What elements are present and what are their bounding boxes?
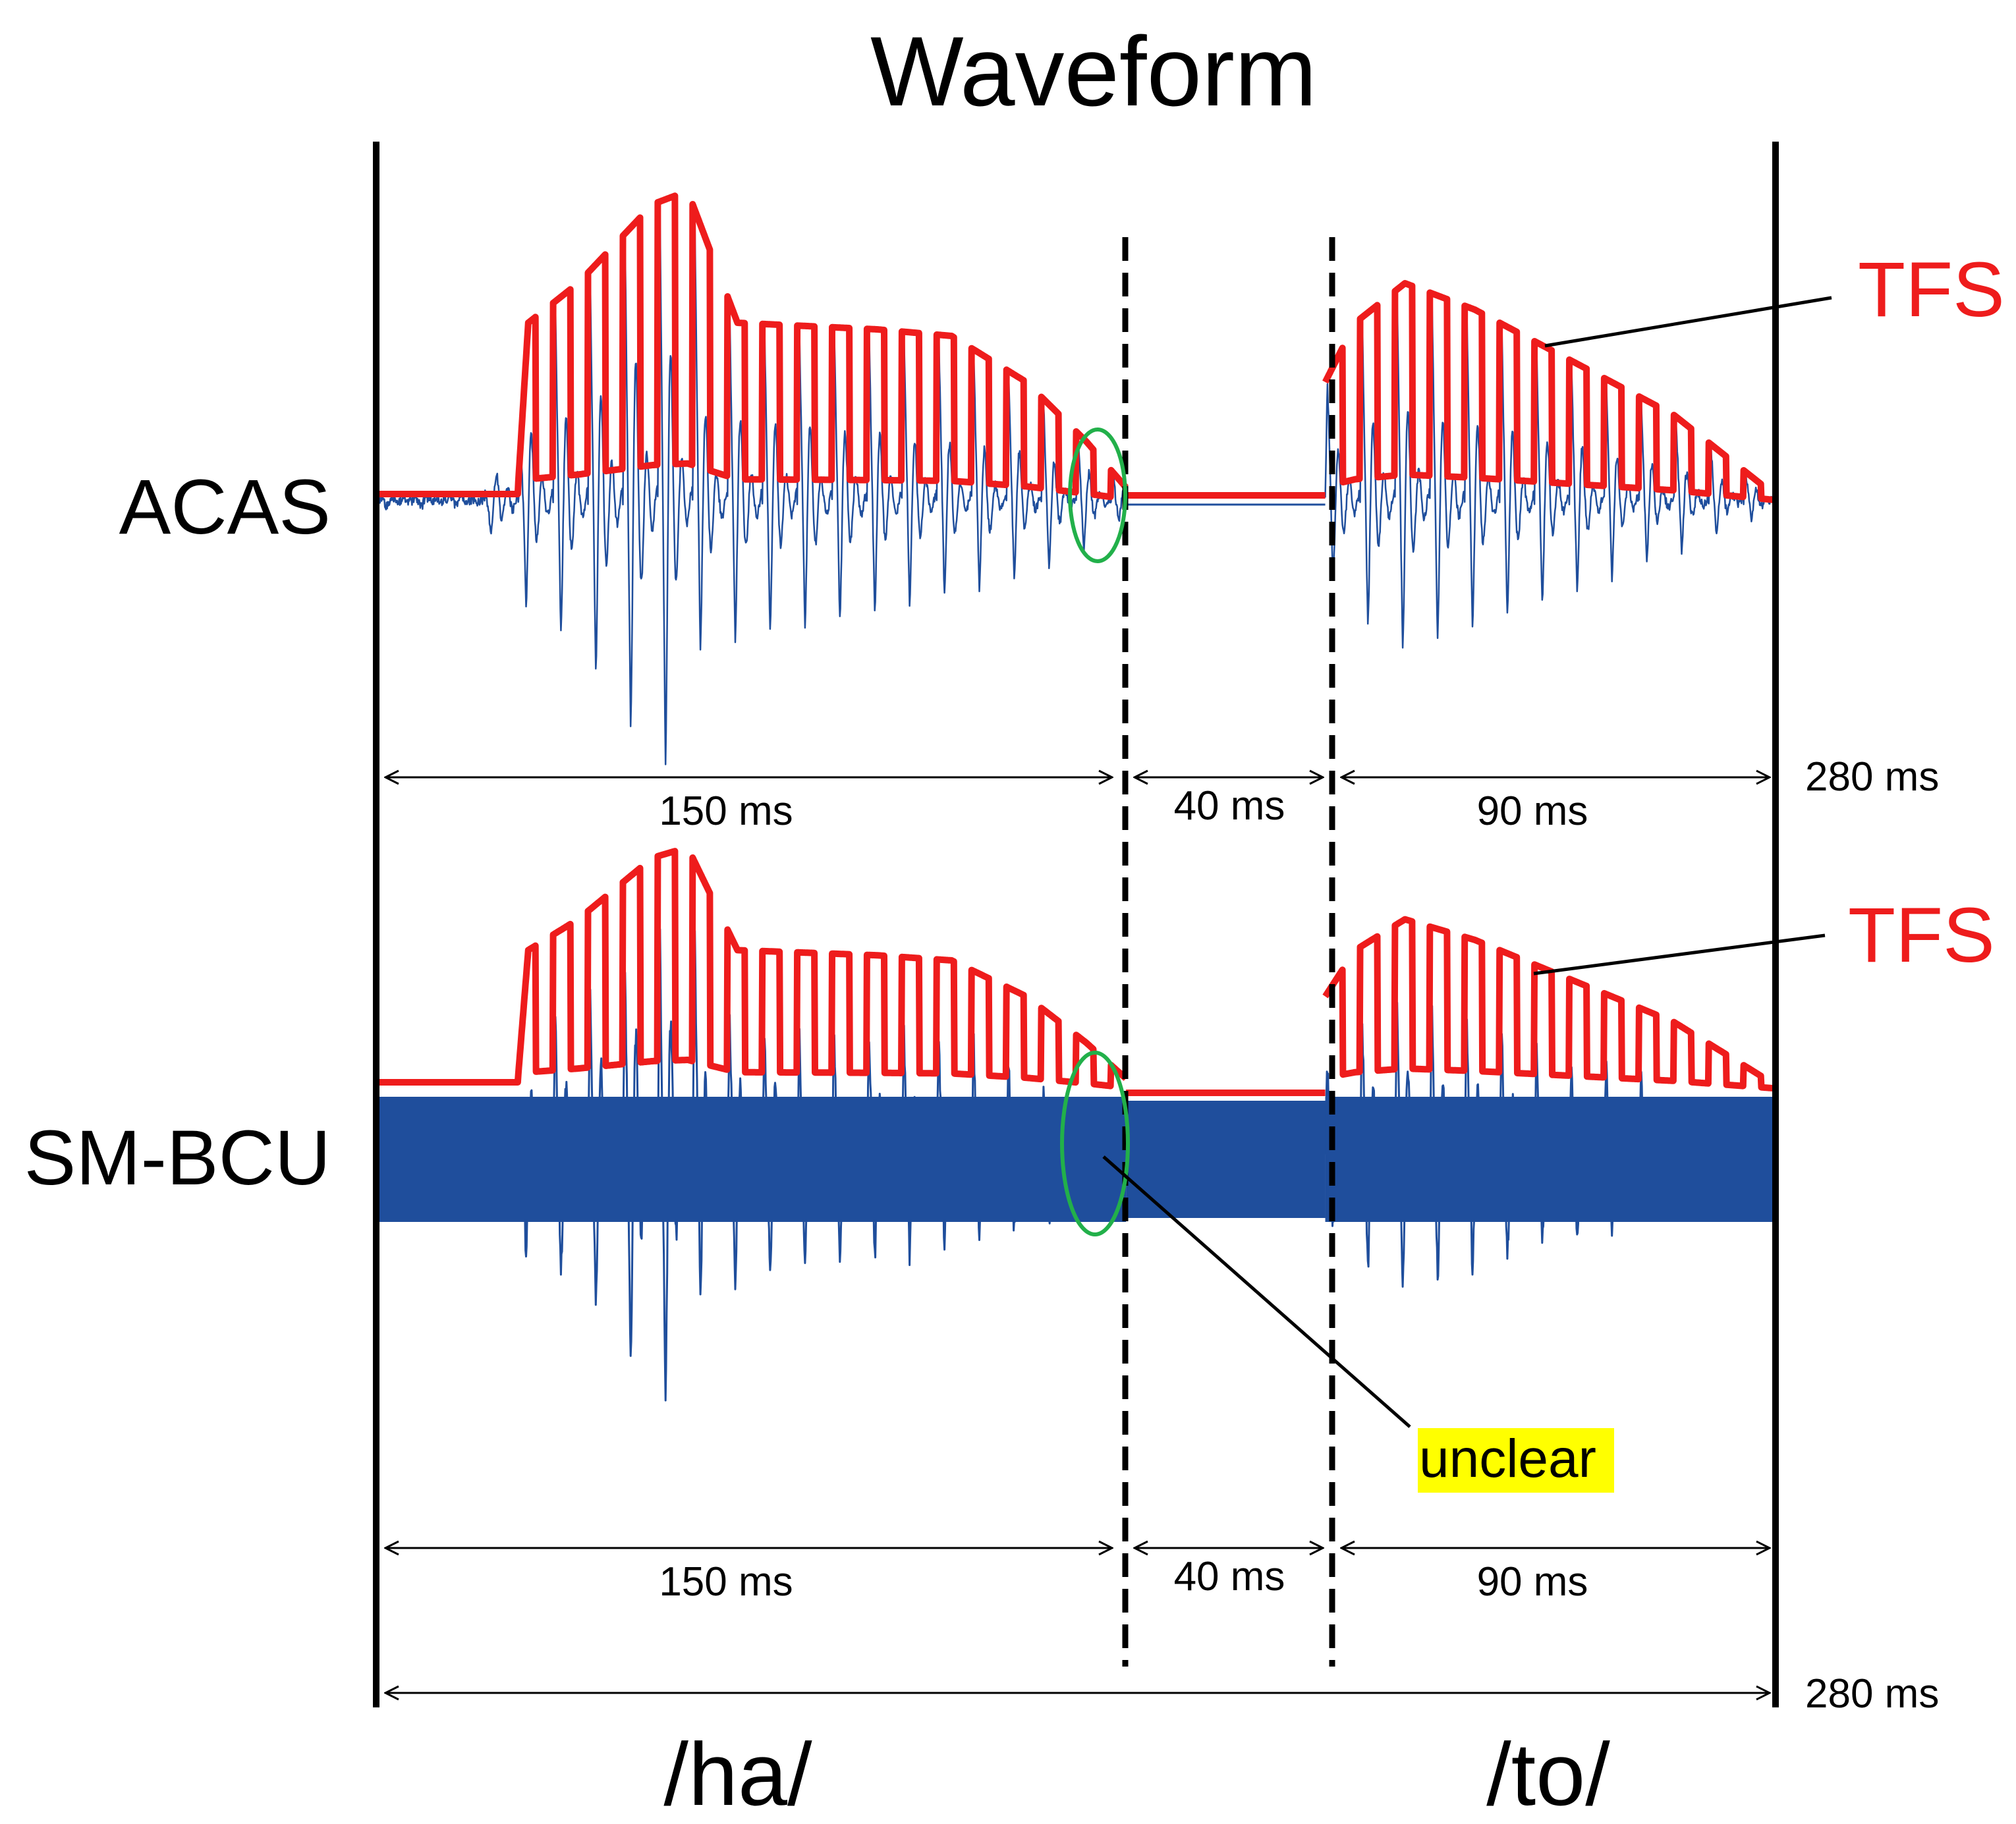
segment-label-90-acas: 90 ms (1477, 788, 1588, 834)
noise-band-ha-smbcu (379, 1097, 1127, 1222)
unclear-annotation: unclear (1419, 1429, 1596, 1489)
tfs-envelope-ha-acas (376, 192, 1129, 501)
tfs-leader-line-acas (1544, 296, 1832, 348)
syllable-label-ha: /ha/ (663, 1725, 812, 1824)
duration-arrows-smbcu: 150 ms 40 ms 90 ms 280 ms (385, 1548, 1939, 1717)
time-frame (373, 142, 1779, 1707)
noise-band-to-smbcu (1325, 1097, 1774, 1222)
segment-label-150-acas: 150 ms (659, 788, 793, 834)
total-label-acas: 280 ms (1805, 754, 1939, 800)
tfs-annotation-smbcu: TFS (1848, 892, 1995, 979)
callouts: TFS TFS unclear (1060, 246, 2005, 1493)
tfs-annotation-acas: TFS (1858, 246, 2005, 333)
tfs-leader-line-smbcu (1533, 933, 1826, 976)
panel-smbcu (376, 848, 1777, 1402)
waveform-trace-ha-acas (378, 214, 1127, 765)
highlight-ellipse-smbcu (1060, 1051, 1130, 1236)
tfs-envelope-to-smbcu (1322, 916, 1777, 1092)
syllable-label-to: /to/ (1486, 1725, 1610, 1824)
unclear-leader-line (1102, 1155, 1411, 1428)
row-label-acas: ACAS (119, 464, 331, 551)
chart-title: Waveform (870, 16, 1317, 126)
total-label-bottom: 280 ms (1805, 1671, 1939, 1717)
row-label-smbcu: SM-BCU (24, 1115, 331, 1202)
highlight-ellipse-acas (1068, 428, 1127, 563)
duration-arrows-acas: 150 ms 40 ms 90 ms 280 ms (385, 754, 1939, 834)
unclear-highlight-box (1418, 1428, 1614, 1493)
tfs-envelope-ha-smbcu (376, 848, 1129, 1090)
noise-band-gap-smbcu (1126, 1101, 1326, 1218)
segment-label-40-acas: 40 ms (1174, 783, 1285, 829)
segment-label-150-smbcu: 150 ms (659, 1559, 793, 1605)
tfs-envelope-to-acas (1322, 280, 1777, 503)
segment-label-90-smbcu: 90 ms (1477, 1559, 1588, 1605)
panel-acas (376, 192, 1777, 765)
segment-label-40-smbcu: 40 ms (1174, 1554, 1285, 1599)
